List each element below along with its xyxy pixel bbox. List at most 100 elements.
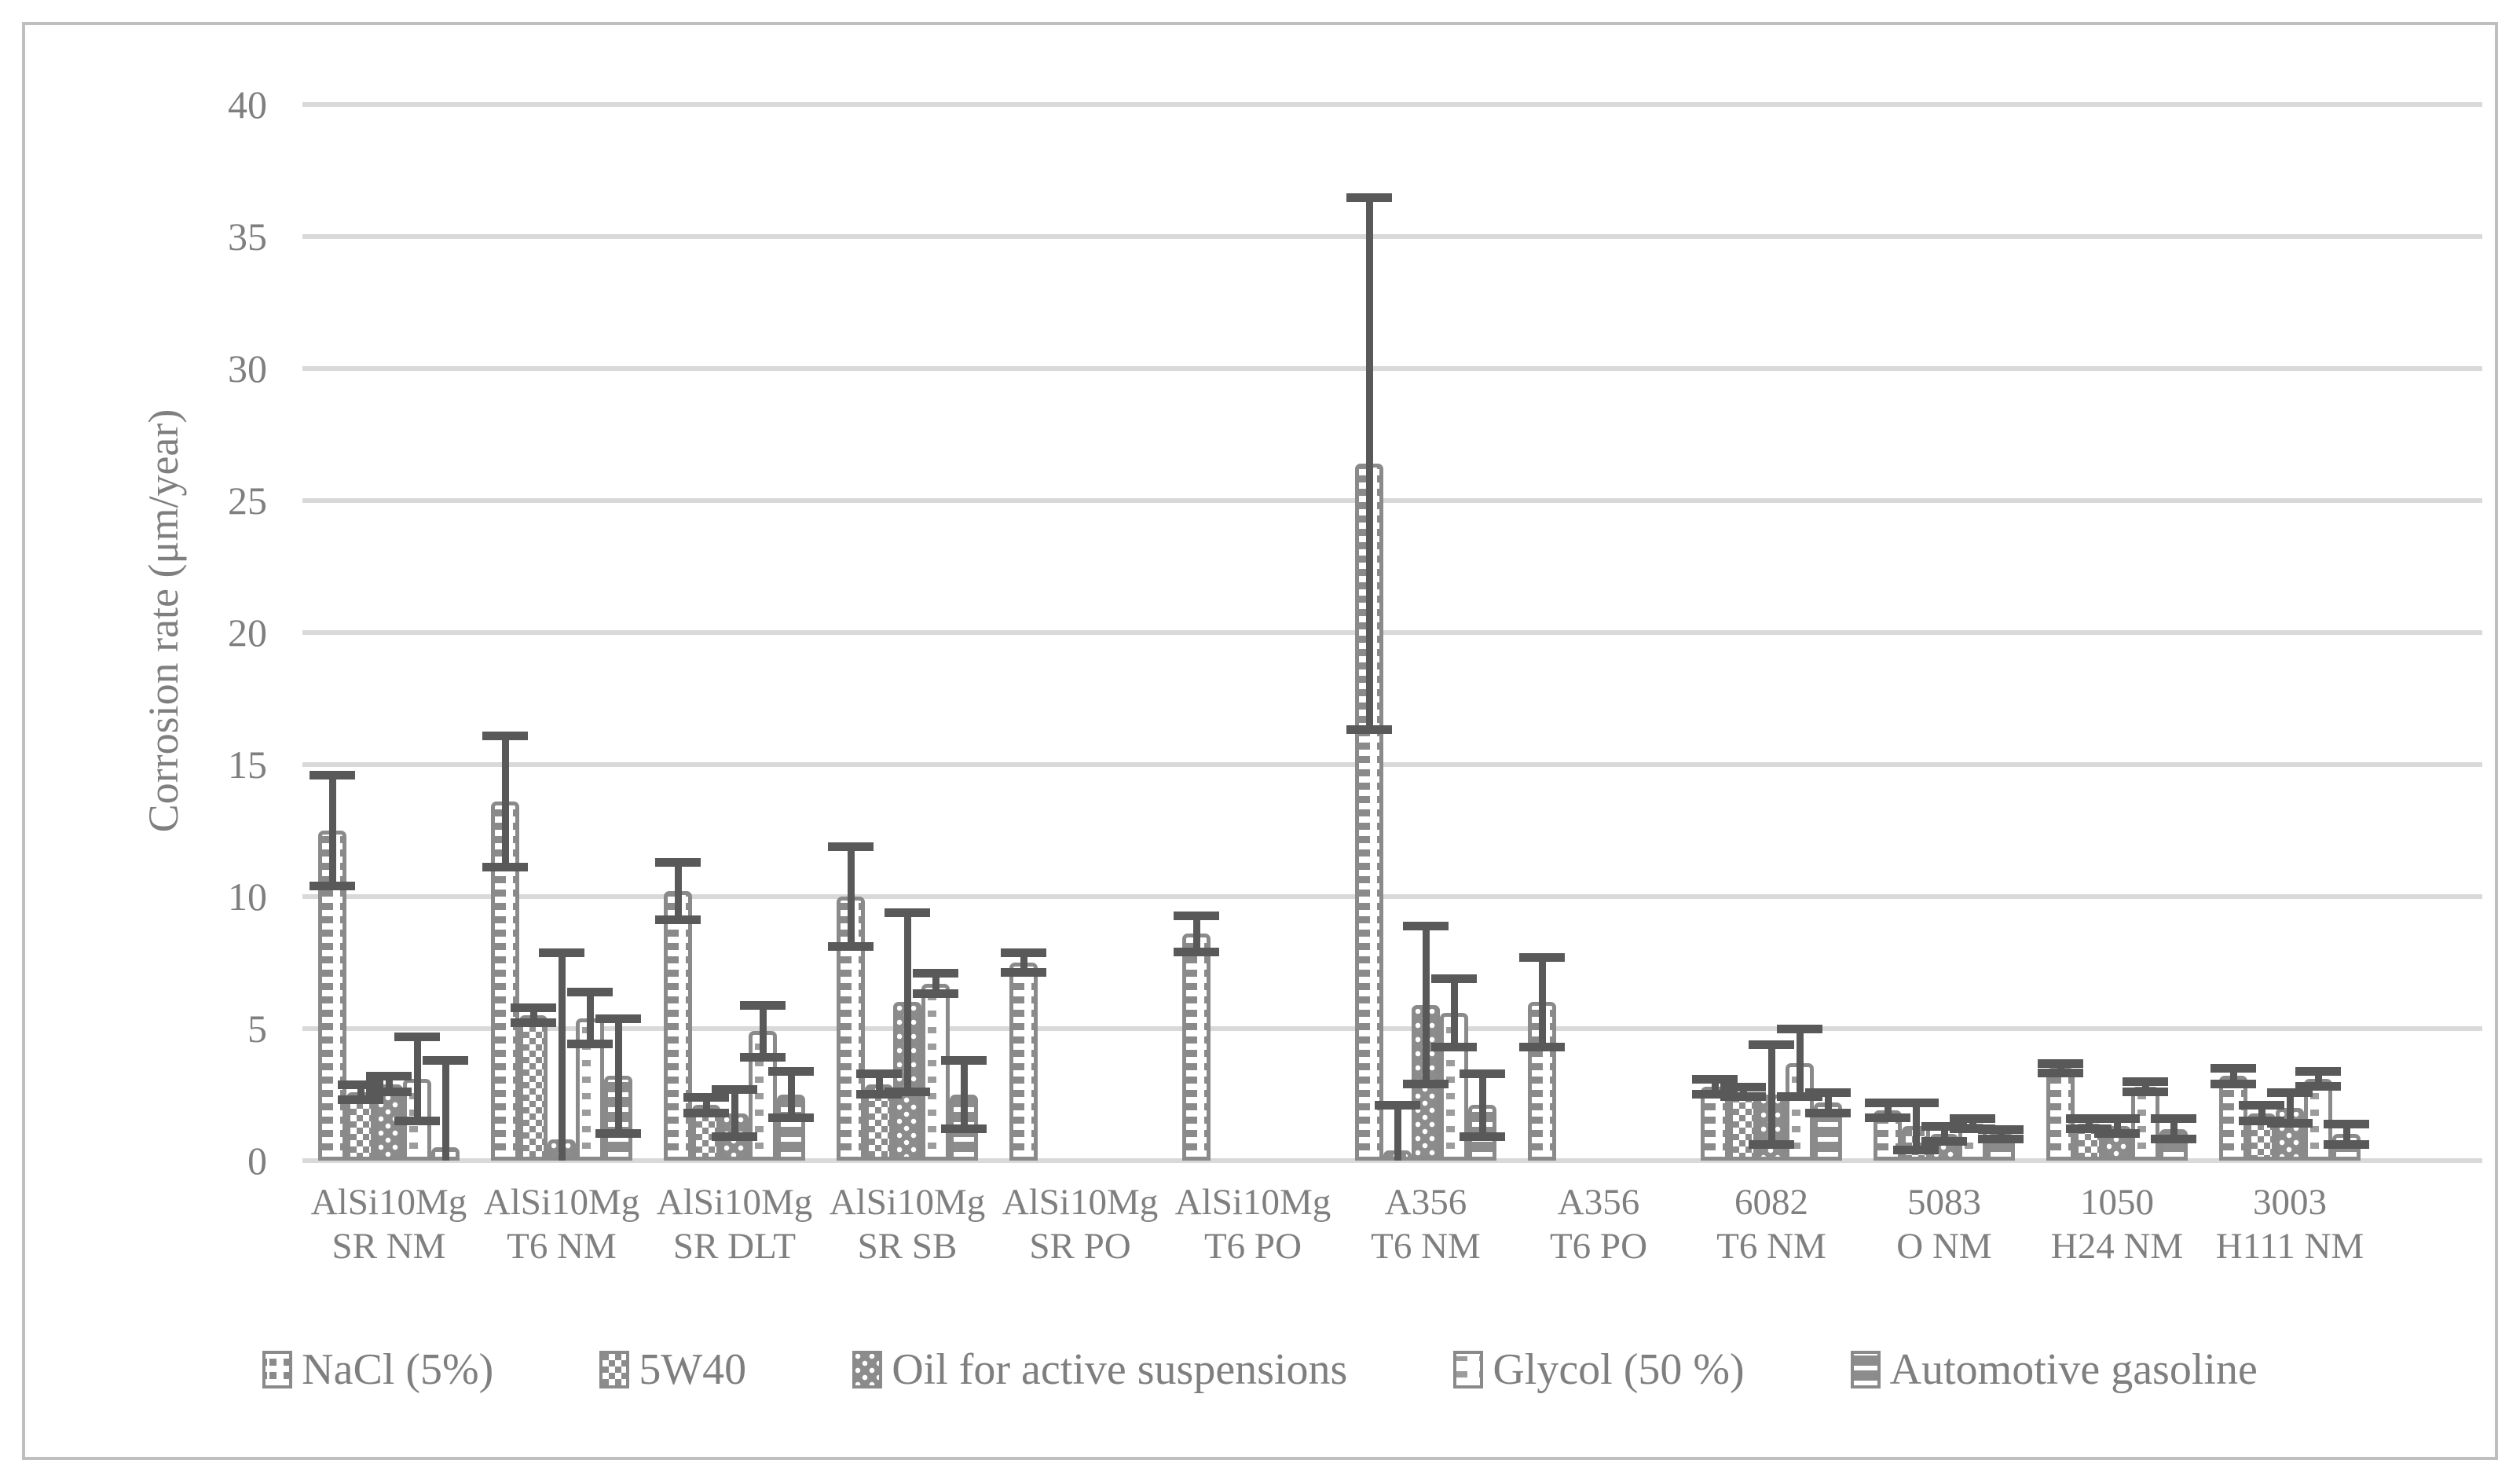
gridline-y-40 <box>302 102 2482 107</box>
x-category-line: 6082 <box>1734 1182 1808 1223</box>
bar-5w40-c1 <box>519 1015 548 1161</box>
error-bar-line <box>1422 925 1430 1084</box>
error-bar-line <box>1739 1086 1747 1098</box>
error-bar-cap-bottom <box>828 941 874 951</box>
error-bar-line <box>932 973 940 995</box>
error-bar-cap-bottom <box>1692 1090 1738 1099</box>
error-bar-line <box>413 1036 421 1121</box>
error-bar-line <box>1940 1126 1948 1143</box>
x-category-label: 3003 H111 NM <box>2200 1180 2380 1268</box>
error-bar-line <box>2085 1118 2093 1129</box>
error-bar-cap-top <box>1460 1069 1505 1079</box>
error-bar-cap-top <box>1950 1114 1995 1124</box>
error-bar-cap-bottom <box>1519 1042 1565 1051</box>
x-category-label: 5083 O NM <box>1854 1180 2035 1268</box>
error-bar-cap-bottom <box>567 1040 613 1049</box>
x-category-label: AlSi10Mg T6 PO <box>1163 1180 1343 1268</box>
error-bar-cap-bottom <box>2066 1124 2112 1133</box>
error-bar-cap-bottom <box>1950 1124 1995 1133</box>
error-bar-cap-bottom <box>1893 1145 1939 1154</box>
error-bar-cap-bottom <box>394 1116 440 1125</box>
x-category-line: H24 NM <box>2050 1226 2184 1267</box>
error-bar-cap-bottom <box>1921 1137 1967 1146</box>
error-bar-line <box>328 775 336 886</box>
error-bar-cap-bottom <box>2324 1139 2369 1149</box>
x-category-label: 1050 H24 NM <box>2027 1180 2207 1268</box>
gridline-y-15 <box>302 762 2482 767</box>
error-bar-line <box>1824 1091 1832 1113</box>
error-bar-cap-top <box>2066 1114 2112 1124</box>
error-bar-cap-top <box>482 732 528 741</box>
legend-swatch-icon <box>852 1351 883 1388</box>
error-bar-cap-top <box>2123 1077 2168 1087</box>
error-bar-line <box>759 1004 767 1058</box>
error-bar-cap-bottom <box>655 915 701 925</box>
x-category-label: AlSi10Mg SR NM <box>299 1180 479 1268</box>
error-bar-cap-bottom <box>740 1052 786 1062</box>
x-category-label: AlSi10Mg T6 NM <box>471 1180 652 1268</box>
error-bar-line <box>1997 1128 2005 1140</box>
error-bar-cap-top <box>2324 1119 2369 1128</box>
error-bar-cap-top <box>913 969 958 978</box>
x-category-line: T6 PO <box>1203 1226 1302 1267</box>
error-bar-cap-bottom <box>885 1087 930 1096</box>
x-category-label: 6082 T6 NM <box>1681 1180 1862 1268</box>
error-bar-cap-top <box>1001 948 1046 957</box>
error-bar-line <box>614 1018 622 1135</box>
error-bar-line <box>847 846 855 947</box>
error-bar-line <box>2342 1123 2350 1145</box>
error-bar-cap-bottom <box>2094 1129 2140 1139</box>
x-category-line: AlSi10Mg <box>1002 1182 1159 1223</box>
error-bar-line <box>586 991 594 1045</box>
error-bar-cap-bottom <box>1978 1135 2024 1144</box>
error-bar-line <box>1020 952 1027 974</box>
bar-nacl-5--c10 <box>2046 1068 2075 1161</box>
error-bar-line <box>357 1084 364 1100</box>
legend: NaCl (5%) 5W40 Oil for active suspensions G… <box>79 1326 2441 1413</box>
error-bar-line <box>2229 1068 2237 1084</box>
y-tick-label: 30 <box>228 347 267 391</box>
x-category-label: A356 T6 PO <box>1508 1180 1689 1268</box>
bar-nacl-5--c7 <box>1528 1002 1556 1161</box>
error-bar-cap-top <box>1893 1099 1939 1108</box>
error-bar-line <box>1912 1102 1920 1150</box>
error-bar-line <box>787 1070 795 1119</box>
error-bar-cap-bottom <box>2123 1087 2168 1096</box>
error-bar-cap-top <box>1375 1101 1420 1110</box>
x-category-line: SR SB <box>857 1226 958 1267</box>
error-bar-cap-bottom <box>2151 1135 2196 1144</box>
bar-5w40-c8 <box>1729 1091 1757 1161</box>
error-bar-line <box>2113 1118 2121 1135</box>
error-bar-cap-top <box>2267 1088 2313 1097</box>
y-tick-label: 5 <box>247 1007 267 1051</box>
bar-nacl-5--c4 <box>1009 963 1038 1161</box>
legend-label: Glycol (50 %) <box>1493 1345 1745 1394</box>
error-bar-cap-top <box>1174 911 1219 920</box>
error-bar-cap-bottom <box>2295 1081 2341 1091</box>
legend-swatch-icon <box>262 1351 293 1388</box>
x-category-label: A356 T6 NM <box>1335 1180 1516 1268</box>
error-bar-cap-top <box>1921 1122 1967 1132</box>
error-bar-cap-bottom <box>482 863 528 872</box>
error-bar-cap-bottom <box>683 1108 729 1117</box>
x-category-line: A356 <box>1557 1182 1640 1223</box>
error-bar-cap-top <box>511 1003 556 1013</box>
y-tick-label: 40 <box>228 83 267 127</box>
error-bar-cap-bottom <box>366 1087 412 1096</box>
x-category-line: T6 NM <box>507 1226 617 1267</box>
error-bar-cap-top <box>1346 193 1392 202</box>
error-bar-line <box>1450 978 1458 1047</box>
error-bar-line <box>1365 196 1373 731</box>
bar-nacl-5--c2 <box>664 891 692 1161</box>
x-category-line: SR PO <box>1029 1226 1131 1267</box>
error-bar-cap-top <box>366 1072 412 1081</box>
error-bar-cap-bottom <box>2210 1079 2256 1088</box>
gridline-y-30 <box>302 366 2482 371</box>
error-bar-cap-bottom <box>1749 1139 1794 1149</box>
error-bar-line <box>2170 1118 2178 1140</box>
error-bar-line <box>1884 1102 1892 1119</box>
error-bar-cap-bottom <box>1001 968 1046 978</box>
error-bar-line <box>1711 1078 1719 1095</box>
error-bar-cap-top <box>1692 1074 1738 1084</box>
legend-item-5w40: 5W40 <box>599 1344 746 1395</box>
